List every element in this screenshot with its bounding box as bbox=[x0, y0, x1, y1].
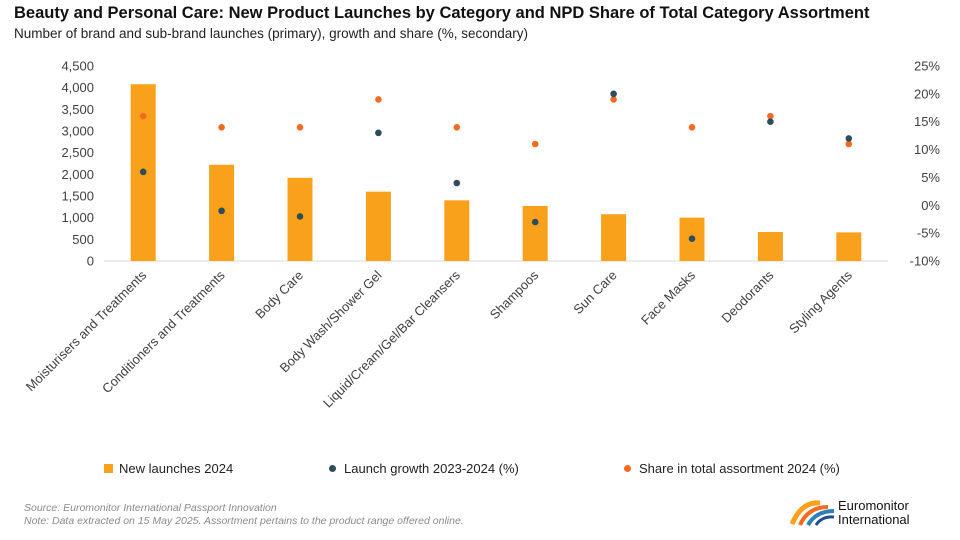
growth-point bbox=[688, 235, 696, 243]
note-line: Note: Data extracted on 15 May 2025. Ass… bbox=[24, 514, 464, 527]
y-secondary-tick-label: 15% bbox=[914, 114, 940, 129]
share-point bbox=[375, 96, 382, 103]
growth-point bbox=[296, 213, 304, 220]
share-point bbox=[610, 96, 617, 103]
euromonitor-logo: Euromonitor International bbox=[789, 497, 950, 531]
legend-growth-marker bbox=[329, 465, 336, 472]
y-secondary-tick-label: 20% bbox=[914, 86, 940, 101]
legend-label-bar: New launches 2024 bbox=[119, 461, 234, 476]
y-primary-tick-label: 500 bbox=[72, 232, 94, 247]
bar bbox=[522, 205, 548, 261]
x-category-label: Body Care bbox=[252, 268, 306, 322]
growth-point bbox=[531, 218, 539, 226]
bar bbox=[601, 214, 627, 261]
logo-icon bbox=[789, 500, 835, 527]
share-point bbox=[767, 112, 774, 120]
y-primary-tick-label: 1,500 bbox=[61, 189, 94, 204]
y-secondary-tick-label: -10% bbox=[910, 254, 941, 269]
growth-point bbox=[375, 129, 382, 137]
bar bbox=[757, 231, 783, 261]
growth-point bbox=[139, 168, 147, 176]
y-primary-tick-label: 1,000 bbox=[61, 210, 94, 225]
bar bbox=[444, 200, 470, 261]
y-secondary-tick-label: 5% bbox=[921, 170, 940, 185]
growth-point bbox=[218, 207, 225, 215]
y-secondary-tick-label: -5% bbox=[917, 226, 941, 241]
y-secondary-tick-label: 10% bbox=[914, 142, 940, 157]
legend-share-marker bbox=[624, 465, 631, 472]
share-point bbox=[845, 140, 853, 148]
x-category-label: Deodorants bbox=[718, 267, 776, 325]
share-point bbox=[453, 123, 461, 131]
legend-label-share: Share in total assortment 2024 (%) bbox=[639, 461, 840, 476]
y-primary-tick-label: 0 bbox=[87, 254, 94, 269]
share-point bbox=[218, 123, 225, 131]
logo-text-line1: Euromonitor bbox=[838, 498, 909, 513]
y-primary-tick-label: 2,500 bbox=[61, 145, 94, 160]
y-primary-tick-label: 4,500 bbox=[61, 59, 94, 74]
legend-label-growth: Launch growth 2023-2024 (%) bbox=[344, 461, 519, 476]
logo-text: Euromonitor International bbox=[838, 499, 910, 527]
x-category-label: Styling Agents bbox=[786, 267, 855, 336]
chart-title: Beauty and Personal Care: New Product La… bbox=[14, 4, 870, 22]
y-primary-tick-label: 3,000 bbox=[61, 124, 94, 139]
growth-point bbox=[845, 135, 853, 142]
growth-point bbox=[453, 179, 461, 187]
source-line: Source: Euromonitor International Passpo… bbox=[24, 502, 277, 514]
y-primary-tick-label: 3,500 bbox=[61, 102, 94, 117]
x-category-label: Sun Care bbox=[570, 268, 619, 317]
legend-item-growth: Launch growth 2023-2024 (%) bbox=[329, 461, 519, 476]
logo-text-line2: International bbox=[838, 512, 910, 527]
legend-item-share: Share in total assortment 2024 (%) bbox=[624, 461, 840, 476]
legend-item-bar: New launches 2024 bbox=[104, 461, 233, 476]
y-secondary-tick-label: 0% bbox=[921, 198, 940, 213]
growth-point bbox=[610, 90, 617, 98]
bar bbox=[365, 191, 391, 261]
share-point bbox=[688, 123, 696, 131]
share-point bbox=[139, 112, 147, 120]
chart-subtitle: Number of brand and sub-brand launches (… bbox=[14, 26, 529, 41]
y-primary-tick-label: 4,000 bbox=[61, 80, 94, 95]
source-note: Source: Euromonitor International Passpo… bbox=[24, 502, 464, 527]
x-category-label: Face Masks bbox=[638, 267, 699, 328]
legend-bar-swatch bbox=[104, 464, 113, 473]
bar bbox=[836, 232, 862, 261]
x-category-label: Liquid/Cream/Gel/Bar Cleansers bbox=[320, 267, 463, 410]
x-category-label: Shampoos bbox=[487, 267, 542, 322]
growth-point bbox=[767, 118, 774, 126]
y-secondary-tick-label: 25% bbox=[914, 59, 940, 74]
share-point bbox=[531, 140, 539, 148]
y-primary-tick-label: 2,000 bbox=[61, 167, 94, 182]
share-point bbox=[296, 123, 304, 131]
